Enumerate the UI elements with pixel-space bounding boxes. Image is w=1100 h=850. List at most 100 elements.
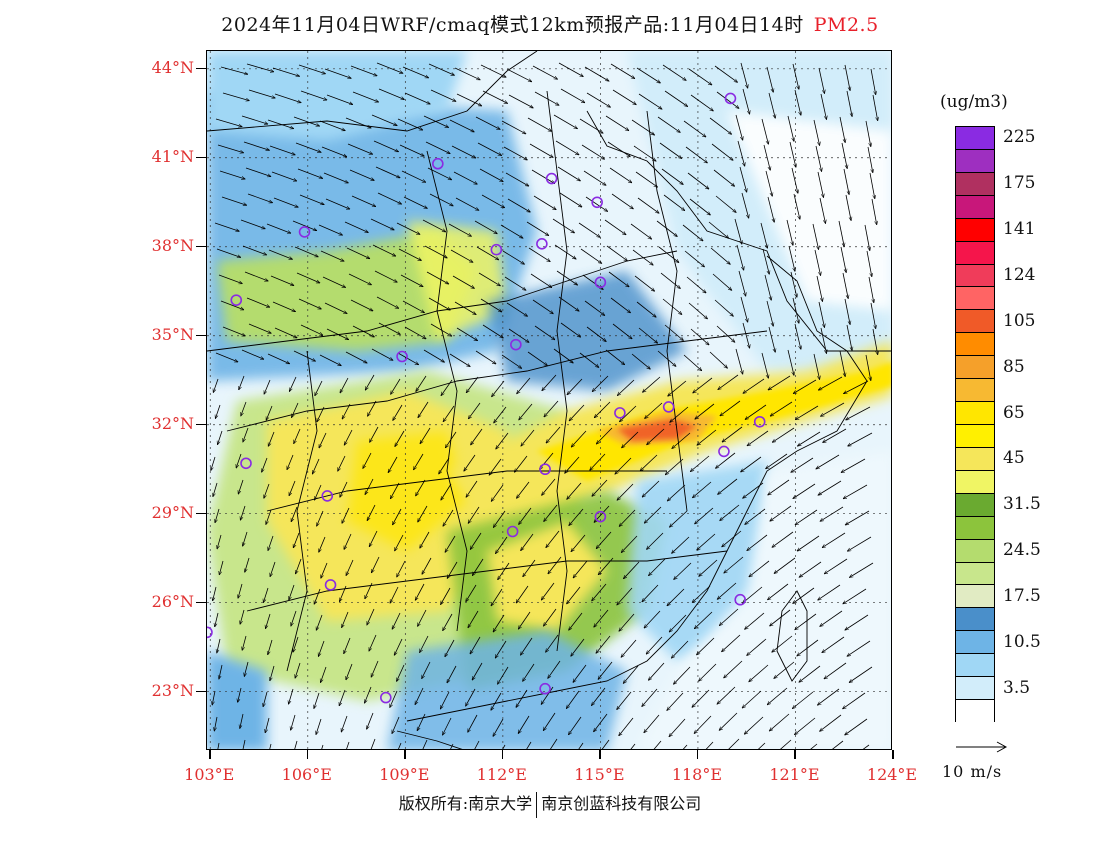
wind-arrow — [239, 375, 245, 390]
wind-arrow — [345, 117, 371, 128]
wind-arrow — [393, 508, 402, 525]
legend-swatch — [956, 562, 994, 586]
wind-arrow — [569, 612, 583, 630]
wind-arrow — [374, 270, 397, 282]
wind-arrow — [566, 690, 580, 709]
wind-arrow — [477, 142, 502, 156]
wind-arrow — [638, 327, 658, 343]
wind-arrow — [844, 298, 850, 325]
legend-label: 3.5 — [1003, 677, 1031, 698]
wind-arrow — [417, 713, 426, 731]
wind-arrow — [683, 354, 702, 371]
wind-arrow — [507, 198, 530, 212]
wind-arrow — [319, 536, 326, 552]
wind-arrow — [671, 640, 689, 658]
wind-arrow — [619, 509, 636, 526]
legend-swatch — [956, 310, 994, 334]
wind-arrow — [365, 374, 375, 390]
wind-arrow — [448, 223, 471, 236]
wind-arrow — [296, 558, 302, 574]
wind-arrow — [220, 66, 248, 74]
wind-arrow — [715, 195, 736, 212]
wind-arrow — [529, 143, 553, 157]
color-legend — [955, 126, 995, 723]
wind-arrow — [472, 662, 483, 680]
wind-arrow — [445, 431, 457, 448]
lat-label: 32°N — [151, 413, 194, 433]
wind-arrow — [565, 456, 580, 473]
wind-arrow — [219, 560, 224, 575]
wind-reference-label: 10 m/s — [942, 762, 1003, 781]
legend-swatch — [956, 287, 994, 311]
wind-arrow — [397, 352, 419, 365]
legend-swatch — [956, 402, 994, 425]
wind-arrow — [766, 453, 788, 469]
legend-label: 24.5 — [1003, 540, 1041, 561]
wind-arrow — [397, 560, 406, 577]
wind-arrow — [552, 218, 575, 233]
wind-arrow — [583, 170, 606, 185]
wind-arrow — [342, 403, 351, 419]
wind-arrow — [272, 301, 295, 312]
wind-arrow — [559, 192, 582, 207]
lat-tick — [196, 601, 206, 604]
wind-arrow — [267, 119, 294, 129]
wind-arrow — [664, 90, 688, 107]
wind-arrow — [378, 322, 400, 334]
wind-arrow — [634, 275, 655, 291]
wind-arrow — [795, 613, 817, 630]
city-station-marker — [506, 525, 519, 538]
wind-arrow — [492, 380, 505, 397]
wind-arrow — [749, 560, 770, 577]
wind-arrow — [605, 349, 625, 365]
wind-arrow — [503, 146, 527, 160]
lat-label: 23°N — [151, 680, 194, 700]
wind-arrow — [240, 713, 244, 728]
wind-arrow — [713, 169, 735, 186]
wind-arrow — [749, 664, 769, 682]
city-station-marker — [321, 490, 334, 502]
wind-arrow — [745, 612, 765, 629]
wind-arrow — [849, 666, 873, 683]
lon-tick — [599, 750, 601, 759]
wind-arrow — [657, 350, 676, 366]
wind-arrow — [636, 301, 656, 317]
wind-arrow — [319, 120, 345, 131]
wind-arrow — [594, 713, 608, 732]
wind-arrow — [649, 558, 666, 576]
wind-arrow — [699, 559, 718, 576]
wind-arrow — [768, 583, 789, 600]
wind-arrow — [799, 665, 821, 682]
wind-arrow — [270, 275, 294, 286]
wind-arrow — [740, 296, 748, 322]
wind-arrow — [620, 405, 637, 422]
legend-swatch — [956, 447, 994, 471]
wind-arrow — [294, 246, 318, 257]
wind-arrow — [690, 328, 709, 345]
wind-arrow — [847, 640, 871, 656]
city-station-marker — [724, 92, 737, 105]
wind-arrow — [656, 220, 677, 237]
wind-arrow — [268, 431, 275, 446]
wind-arrow — [298, 298, 321, 309]
wind-arrow — [584, 66, 609, 81]
wind-arrow — [314, 588, 321, 604]
wind-arrow — [242, 245, 267, 255]
wind-arrow — [850, 562, 874, 577]
wind-arrow — [287, 454, 294, 470]
legend-label: 65 — [1003, 402, 1025, 423]
wind-arrow — [818, 301, 825, 327]
wind-arrow — [240, 505, 246, 520]
wind-arrow — [532, 299, 553, 314]
footer-divider — [536, 791, 538, 818]
wind-arrow — [441, 587, 451, 605]
wind-arrow — [375, 166, 400, 178]
legend-swatch — [956, 333, 994, 357]
wind-arrow — [573, 664, 587, 682]
wind-arrow — [344, 637, 351, 654]
wind-arrow — [423, 349, 444, 362]
wind-arrow — [402, 66, 429, 78]
wind-arrow — [365, 478, 374, 495]
wind-arrow — [617, 587, 633, 605]
wind-arrow — [378, 88, 404, 100]
